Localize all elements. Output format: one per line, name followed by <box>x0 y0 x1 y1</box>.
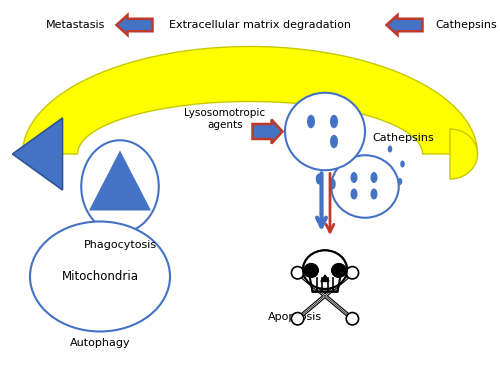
Polygon shape <box>89 151 151 210</box>
Ellipse shape <box>303 251 347 289</box>
Ellipse shape <box>81 140 159 233</box>
Ellipse shape <box>330 115 338 128</box>
Text: Lysosomotropic
agents: Lysosomotropic agents <box>184 108 266 130</box>
Ellipse shape <box>331 155 399 218</box>
Polygon shape <box>450 129 477 179</box>
Text: Extracellular matrix degradation: Extracellular matrix degradation <box>169 20 351 30</box>
Ellipse shape <box>398 178 402 185</box>
Ellipse shape <box>346 266 358 279</box>
FancyArrow shape <box>252 120 282 144</box>
Ellipse shape <box>285 93 365 170</box>
Text: Phagocytosis: Phagocytosis <box>84 240 156 250</box>
Ellipse shape <box>292 266 304 279</box>
Polygon shape <box>22 46 477 154</box>
Ellipse shape <box>332 263 346 277</box>
FancyArrow shape <box>116 15 152 35</box>
Polygon shape <box>12 118 62 190</box>
Ellipse shape <box>370 172 378 183</box>
Text: Metastasis: Metastasis <box>46 20 105 30</box>
Ellipse shape <box>346 313 358 325</box>
Ellipse shape <box>303 251 347 289</box>
Ellipse shape <box>304 263 318 277</box>
Ellipse shape <box>370 189 378 200</box>
Ellipse shape <box>329 179 336 190</box>
Ellipse shape <box>400 161 405 168</box>
Ellipse shape <box>30 221 170 331</box>
Ellipse shape <box>292 313 304 325</box>
Text: Cathepsins: Cathepsins <box>436 20 498 30</box>
Ellipse shape <box>316 173 322 184</box>
Polygon shape <box>321 275 329 282</box>
Ellipse shape <box>350 189 358 200</box>
Ellipse shape <box>388 145 392 152</box>
Text: Autophagy: Autophagy <box>70 338 130 348</box>
FancyArrow shape <box>386 15 422 35</box>
Polygon shape <box>321 275 329 282</box>
Ellipse shape <box>332 263 346 277</box>
Ellipse shape <box>307 115 315 128</box>
Ellipse shape <box>330 135 338 148</box>
Ellipse shape <box>304 263 318 277</box>
Ellipse shape <box>350 172 358 183</box>
Text: Cathepsins: Cathepsins <box>372 133 434 143</box>
Text: Mitochondria: Mitochondria <box>62 270 138 283</box>
Text: Apoptosis: Apoptosis <box>268 313 322 323</box>
